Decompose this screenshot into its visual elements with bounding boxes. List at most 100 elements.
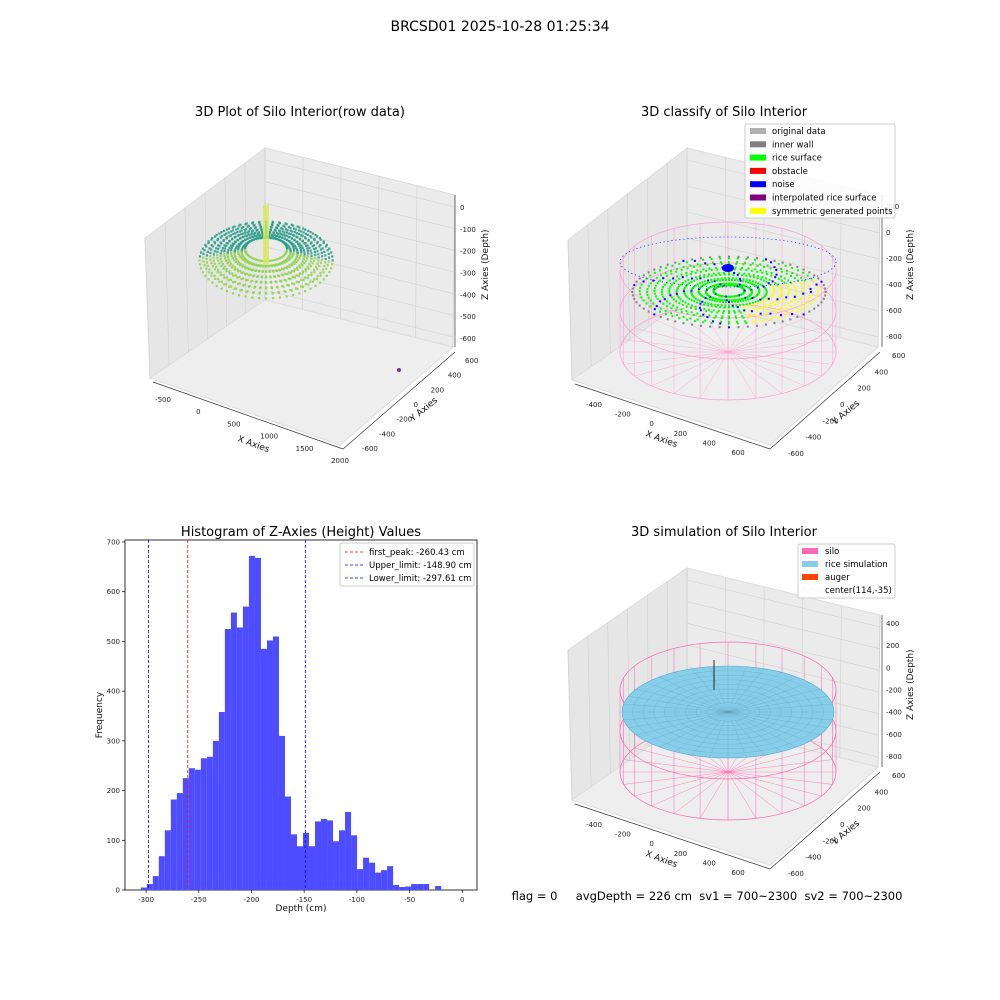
- raw-surface-point: [303, 255, 306, 259]
- raw-surface-point: [235, 246, 238, 249]
- raw-surface-point: [293, 249, 296, 252]
- classify-point: [722, 284, 725, 287]
- classify-legend-swatch: [750, 141, 766, 148]
- raw-surface-point: [250, 232, 253, 235]
- raw-surface-point: [277, 257, 280, 260]
- raw-surface-point: [260, 259, 263, 262]
- classify-point: [711, 280, 714, 283]
- classify-point: [741, 274, 744, 277]
- classify-point: [662, 302, 665, 305]
- classify-point: [642, 299, 645, 302]
- classify-point: [752, 307, 755, 310]
- raw-surface-point: [219, 273, 222, 277]
- raw-surface-point: [254, 281, 258, 284]
- raw-surface-point: [227, 231, 230, 234]
- classify-point: [733, 310, 736, 313]
- classify-point: [719, 322, 722, 325]
- classify-point: [800, 276, 803, 279]
- classify-point: [765, 311, 768, 314]
- raw-surface-point: [318, 236, 321, 240]
- histogram-y-tick-label: 100: [107, 837, 120, 845]
- classify-point: [681, 300, 684, 303]
- raw-surface-point: [313, 277, 316, 281]
- raw-surface-point: [300, 234, 303, 237]
- raw-surface-point: [301, 270, 305, 273]
- raw-surface-point: [245, 272, 248, 275]
- raw-z-tick-label: 0: [460, 204, 464, 212]
- raw-surface-point: [254, 269, 257, 273]
- classify-point: [693, 259, 696, 262]
- classify-point: [717, 283, 720, 286]
- classify-legend-label: rice surface: [772, 154, 822, 164]
- classify-point: [719, 279, 722, 282]
- classify-point: [718, 326, 721, 329]
- raw-surface-point: [280, 233, 283, 236]
- raw-surface-point: [288, 247, 292, 251]
- classify-point: [670, 307, 673, 310]
- classify-point: [758, 290, 761, 292]
- classify-silo-spoke: [634, 351, 729, 377]
- classify-silo-spoke: [727, 305, 757, 353]
- classify-point: [719, 298, 722, 301]
- classify-point: [691, 287, 694, 290]
- classify-point: [739, 294, 742, 297]
- footer-status: flag = 0 avgDepth = 226 cm sv1 = 700~230…: [512, 889, 903, 903]
- raw-surface-point: [216, 277, 220, 281]
- simulation-rice-mesh: [727, 711, 833, 721]
- raw-surface-point: [240, 241, 243, 244]
- classify-point: [653, 292, 656, 295]
- classify-point: [701, 300, 704, 303]
- raw-surface-point: [295, 260, 298, 264]
- histogram-bar: [333, 841, 340, 890]
- classify-point: [664, 313, 667, 316]
- raw-surface-point: [247, 274, 251, 277]
- classify-point: [790, 300, 793, 303]
- classify-point: [780, 279, 783, 282]
- classify-point: [690, 273, 693, 276]
- classify-point: [790, 281, 793, 284]
- raw-surface-point: [219, 236, 222, 239]
- raw-surface-point: [207, 240, 210, 243]
- figure-title: BRCSD01 2025-10-28 01:25:34: [390, 19, 609, 35]
- classify-point: [663, 283, 666, 286]
- histogram-bar: [315, 821, 322, 890]
- raw-surface-point: [271, 297, 275, 300]
- classify-point: [694, 305, 697, 308]
- classify-point: [764, 323, 767, 326]
- classify-point: [754, 281, 757, 284]
- raw-surface-point: [298, 237, 302, 240]
- simulation-rice-surface: [621, 660, 835, 759]
- raw-surface-point: [214, 235, 217, 238]
- raw-surface-point: [307, 274, 310, 277]
- raw-surface-point: [271, 259, 274, 262]
- simulation-legend-label: silo: [825, 547, 839, 557]
- classify-point: [705, 310, 708, 313]
- raw-surface-point: [231, 292, 234, 295]
- raw-surface-point: [295, 274, 298, 277]
- classify-point: [685, 318, 688, 321]
- histogram-bar: [435, 886, 442, 890]
- classify-point: [668, 302, 671, 305]
- classify-point: [719, 257, 722, 260]
- classify-point: [756, 294, 759, 297]
- classify-point: [699, 264, 702, 267]
- raw-surface-point: [244, 249, 247, 252]
- classify-silo-spoke: [727, 317, 805, 353]
- raw-surface-point: [289, 229, 292, 232]
- raw-surface-point: [229, 244, 233, 247]
- raw-surface-point: [289, 288, 292, 292]
- classify-point: [803, 302, 806, 305]
- raw-surface-point: [288, 253, 292, 256]
- raw-surface-point: [233, 258, 236, 262]
- simulation-rice-mesh: [727, 711, 810, 742]
- classify-point: [813, 274, 816, 277]
- classify-point: [666, 318, 669, 321]
- raw-surface-point: [312, 244, 316, 247]
- raw-surface-point: [302, 285, 305, 288]
- simulation-rice-mesh: [674, 711, 729, 752]
- classify-point: [731, 295, 734, 298]
- raw-surface-point: [249, 280, 253, 283]
- histogram-bar: [248, 555, 255, 890]
- raw-surface-point: [293, 259, 296, 262]
